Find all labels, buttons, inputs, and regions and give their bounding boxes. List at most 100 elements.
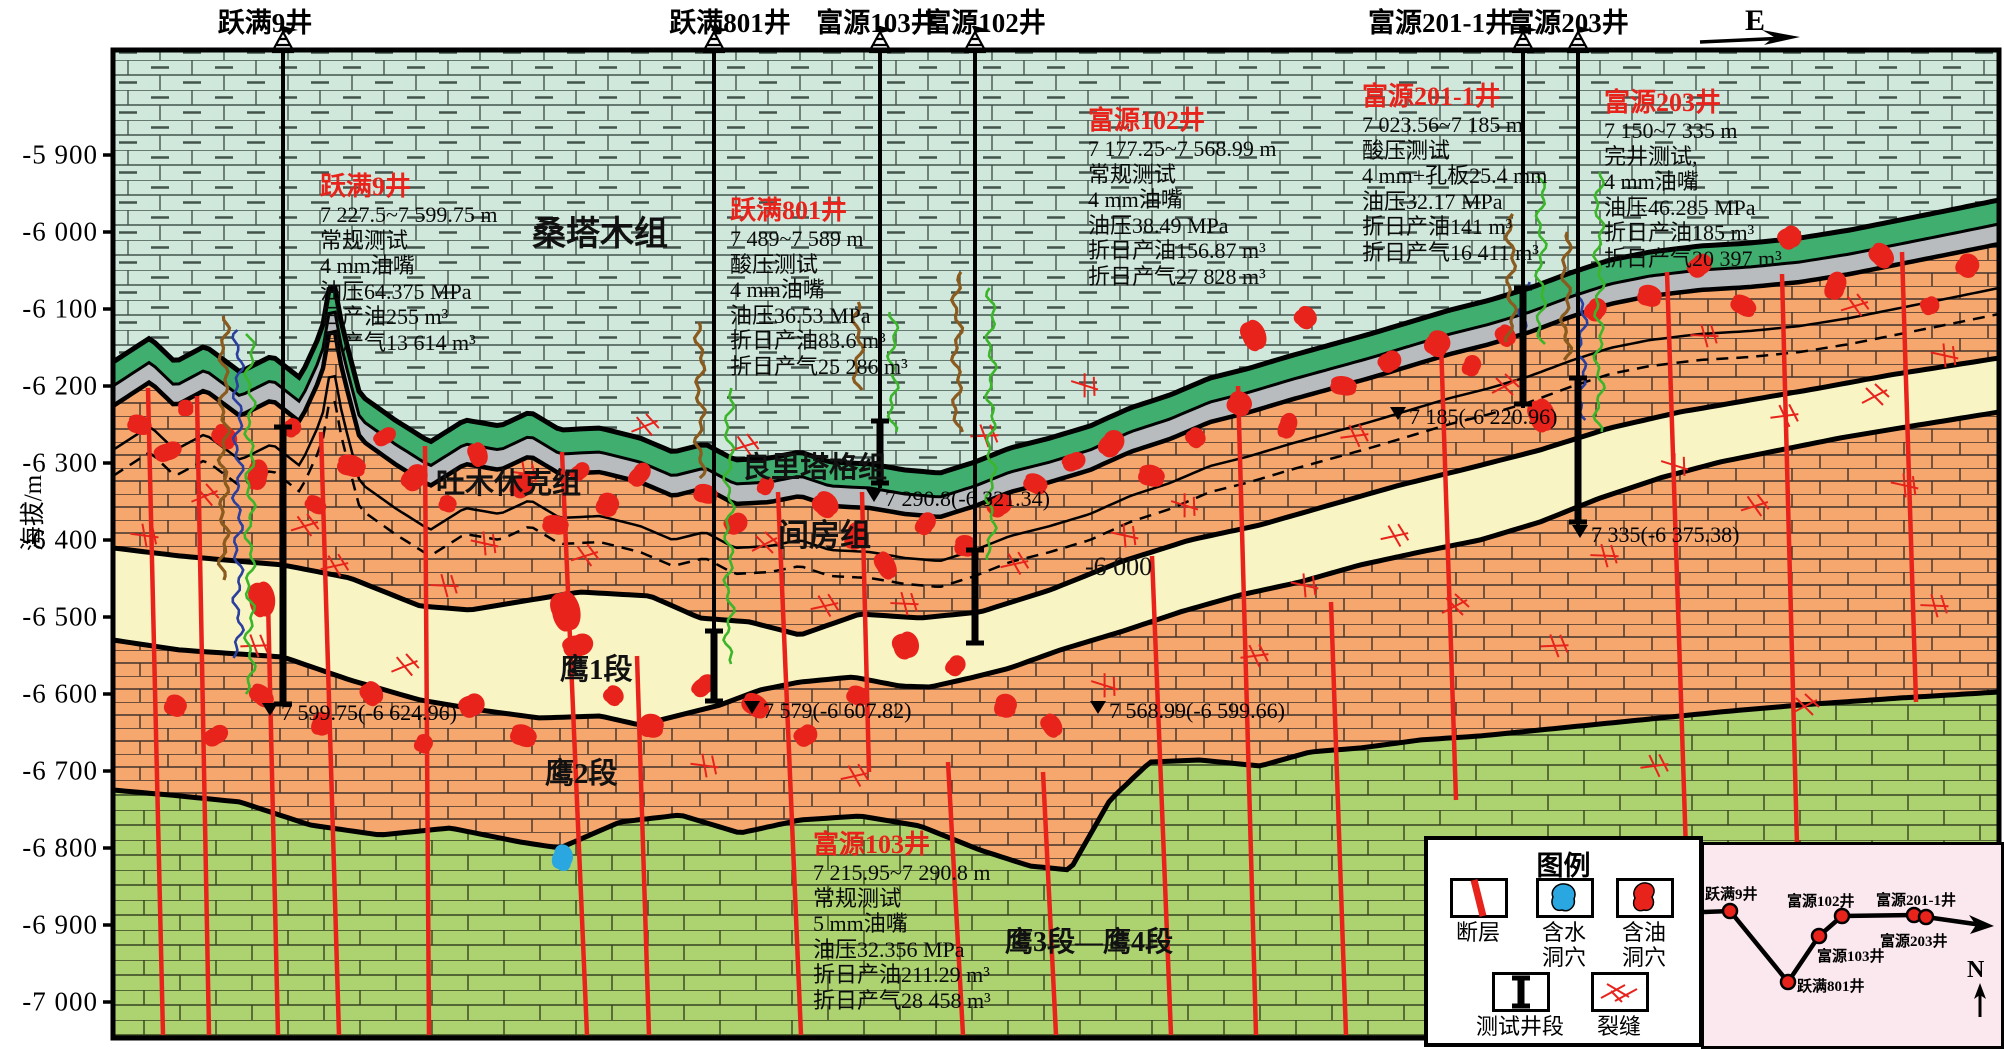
fracture-mark (890, 591, 919, 616)
legend-item-label: 含水 洞穴 (1541, 920, 1586, 970)
well-annotation-line: 酸压测试 (730, 251, 819, 277)
well-annotation-line: 酸压测试 (1362, 137, 1451, 163)
oil-cave-blob (1061, 451, 1086, 472)
oil-cave-blob (1824, 271, 1847, 300)
axis-tick-label: -6 500 (22, 601, 98, 632)
oil-cave-blob (1098, 429, 1125, 458)
oil-cave-blob (413, 734, 433, 754)
well-label: 跃满801井 (669, 8, 791, 38)
well-annotation-line: 折日产气16 411 m³ (1362, 239, 1539, 265)
well-label: 富源102井 (924, 8, 1046, 38)
oil-cave-blob (1330, 376, 1357, 396)
water-cave-icon (1536, 878, 1594, 918)
legend-item-label: 断层 (1455, 920, 1500, 945)
td-depth-text: 7 568.99(-6 599.66) (1109, 698, 1285, 723)
well-log-curve-brown (216, 315, 232, 581)
test-interval-icon (1492, 972, 1550, 1012)
well-annotation-title: 富源201-1井 (1362, 82, 1501, 111)
east-arrow (1699, 30, 1800, 45)
fracture-mark (1491, 373, 1520, 396)
td-triangle-icon (1572, 525, 1588, 538)
oil-cave-blob (691, 674, 716, 698)
well-annotation-line: 7 177.25~7 568.99 m (1088, 136, 1277, 161)
fracture-mark (1340, 423, 1369, 448)
well-annotation-line: 折日产气20 397 m³ (1604, 245, 1782, 271)
fracture-mark (1170, 493, 1199, 518)
map-well-dot (1917, 908, 1935, 926)
well-annotation: 跃满801井 7 489~7 589 m 酸压测试 4 mm油嘴 油压36.53 MPa… (730, 196, 908, 379)
well-annotation-line: 常规测试 (320, 227, 409, 253)
well-annotation: 跃满9井 7 227.5~7 599.75 m 常规测试 4 mm油嘴 油压64.375… (320, 172, 498, 355)
fracture-mark (1110, 523, 1139, 548)
location-map-inset: 跃满9井 富源102井 富源201-1井 富源203井 富源103井 跃满801井 N (1701, 842, 2004, 1049)
oil-cave-blob (1461, 355, 1482, 377)
oil-cave-blob (178, 399, 194, 417)
oil-cave-blob (509, 473, 534, 499)
td-triangle-icon (744, 701, 760, 714)
fault-line (559, 451, 590, 1036)
map-well-label: 富源102井 (1787, 894, 1855, 910)
fault-line (318, 431, 342, 1036)
north-arrowhead (1974, 983, 1986, 999)
fracture-mark (240, 634, 269, 658)
td-triangle-icon (1390, 407, 1406, 420)
well-log-curve-green (1591, 171, 1607, 433)
well-annotation-title: 跃满9井 (320, 172, 412, 201)
well-log-curve-green (885, 311, 900, 433)
fracture-mark (1290, 573, 1319, 598)
well-annotation-line: 4 mm油嘴 (1088, 187, 1183, 212)
fracture-mark (730, 433, 760, 457)
td-triangle-icon (262, 703, 278, 716)
fracture-mark (1590, 543, 1619, 568)
formation-label: 鹰2段 (545, 758, 618, 790)
td-depth-marker: 7 290.8(-6 321.34) (866, 486, 1050, 512)
oil-cave-blob (550, 591, 581, 632)
map-well-label: 富源201-1井 (1876, 893, 1956, 909)
well-log-curve-brown (850, 301, 866, 392)
oil-cave-blob (639, 713, 664, 738)
map-well-label: 跃满9井 (1705, 887, 1758, 903)
well-label: 富源201-1井 (1368, 8, 1512, 38)
fracture-icon (1591, 972, 1649, 1012)
well-annotation: 富源201-1井 7 023.56~7 185 m 酸压测试 4 mm+孔板25.4 … (1362, 82, 1547, 265)
well-annotation-line: 4 mm油嘴 (1604, 169, 1699, 194)
oil-cave-blob (811, 491, 839, 519)
well-annotation-line: 油压64.375 MPa (320, 278, 472, 304)
axis-tick-label: -5 900 (22, 139, 98, 170)
fracture-mark (290, 513, 320, 537)
fracture-mark (191, 483, 220, 507)
test-interval-marker (966, 547, 984, 646)
oil-cave-blob (127, 414, 152, 436)
well-annotation-line: 日产气13 614 m³ (320, 329, 476, 355)
fracture-mark (1240, 643, 1269, 668)
axis-tick-label: -6 100 (22, 293, 98, 324)
test-interval-marker (1569, 375, 1587, 525)
fault-line (1149, 555, 1174, 1036)
oil-cave-blob (1424, 330, 1451, 358)
oil-cave-blob (1637, 284, 1662, 307)
oil-cave-blob (1185, 427, 1206, 449)
legend-item-label: 测试井段 (1475, 1014, 1564, 1039)
fracture-mark (690, 753, 719, 778)
east-direction-label: E (1745, 4, 1766, 37)
fault-icon (1450, 878, 1508, 918)
formation-label: 间房组 (778, 518, 871, 553)
oil-cave-blob (603, 685, 624, 707)
fracture-mark (1890, 473, 1919, 498)
plot-frame (110, 47, 2002, 1041)
td-triangle-icon (866, 489, 882, 502)
well-annotation-title: 跃满801井 (730, 196, 848, 225)
oil-cave-blob (163, 694, 187, 717)
fracture-mark (391, 653, 420, 677)
well-annotation-line: 常规测试 (1088, 161, 1177, 187)
legend-box: 图例 断层 含水 洞穴 含油 洞穴 测试井段 裂缝 (1424, 836, 1703, 1047)
oil-cave-blob (373, 427, 396, 447)
well-log-curve-brown (1503, 213, 1519, 343)
well-annotation-line: 油压32.17 MPa (1362, 188, 1503, 214)
oil-cave-blob (756, 476, 775, 496)
fracture-mark (1540, 634, 1569, 658)
fracture-mark (631, 413, 660, 437)
axis-tick-label: -6 400 (22, 524, 98, 555)
well-annotation-line: 油压32.356 MPa (813, 936, 965, 962)
map-path-canvas (1704, 902, 1994, 1017)
